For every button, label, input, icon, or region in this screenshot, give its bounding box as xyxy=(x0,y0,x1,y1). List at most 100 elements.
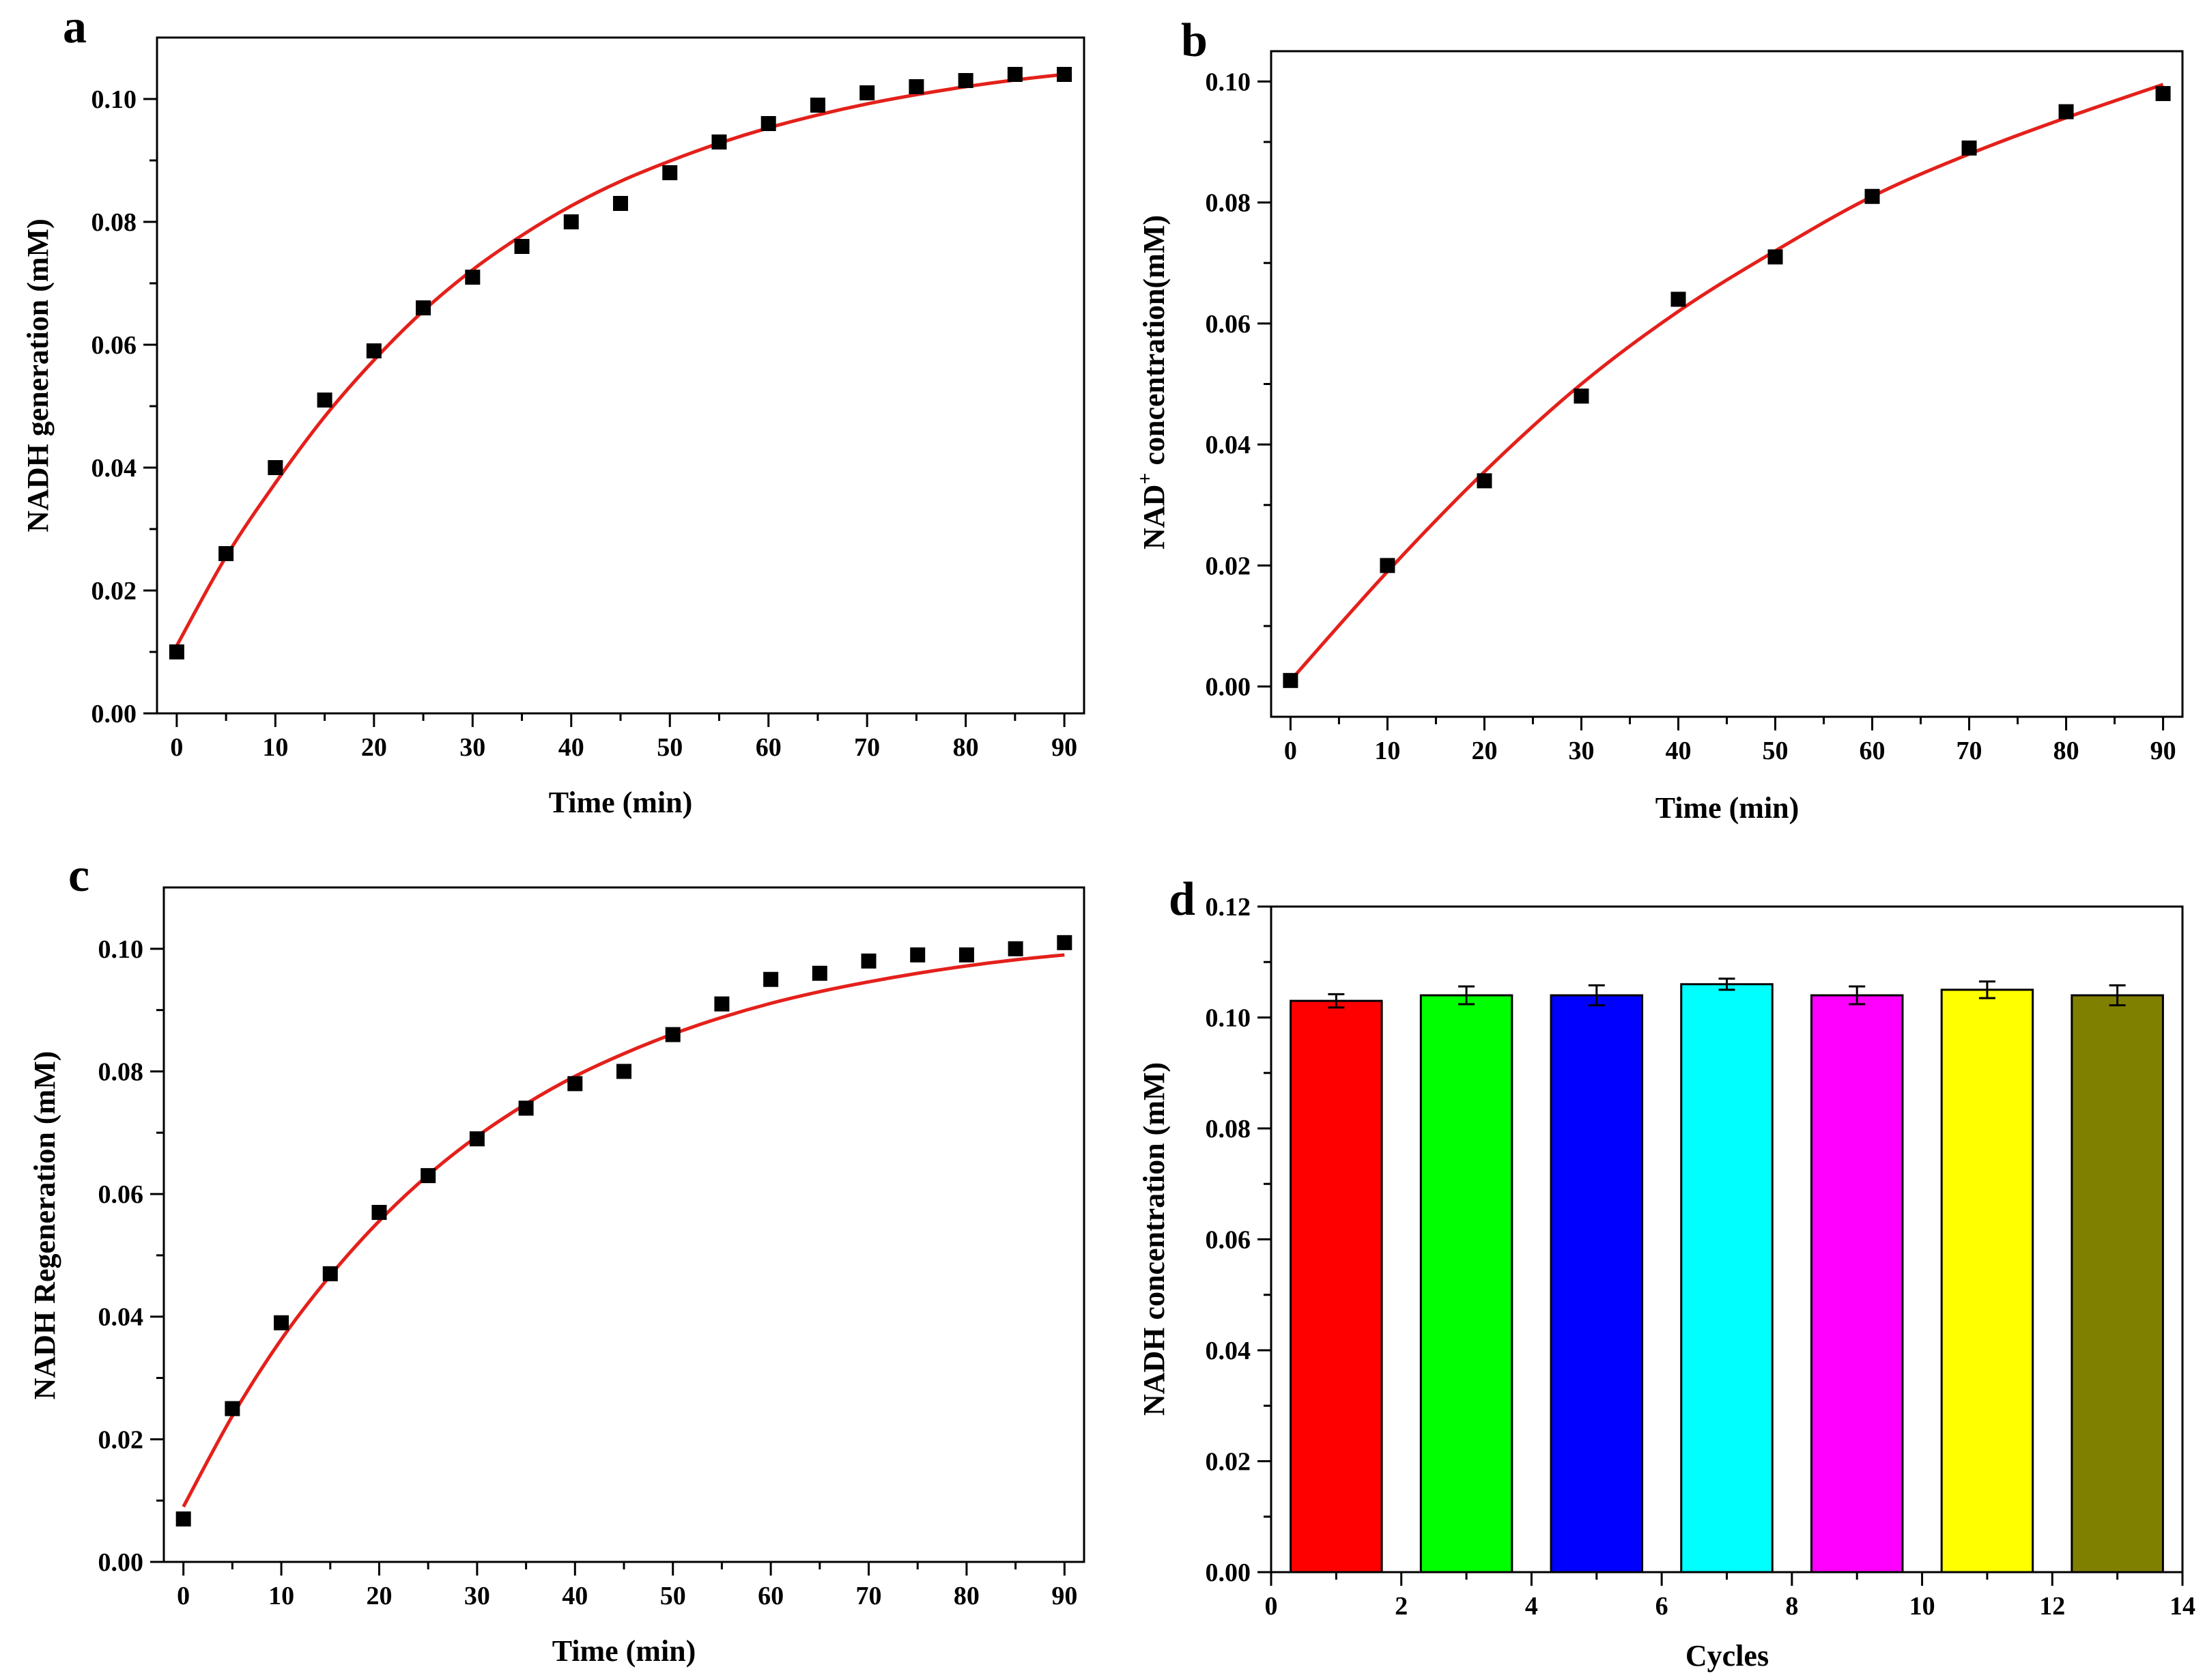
x-tick-label: 2 xyxy=(1395,1592,1408,1621)
x-tick-label: 40 xyxy=(558,733,584,762)
panel-c-ticks xyxy=(150,948,1066,1576)
panel-a: a 0 10 20 30 40 50 60 70 80 90 0.000.020.040.060.… xyxy=(21,1,1085,819)
panel-a-y-axis-title: NADH generation (mM) xyxy=(21,218,55,532)
x-tick-label: 10 xyxy=(1374,737,1400,765)
bar-cycle-5 xyxy=(1550,994,1644,1574)
x-tick-label: 40 xyxy=(562,1582,588,1610)
data-point-marker xyxy=(416,300,431,315)
x-tick-label: 30 xyxy=(1568,737,1594,765)
y-tick-label: 0.02 xyxy=(91,577,137,606)
data-point-marker xyxy=(1283,672,1298,688)
x-tick-label: 20 xyxy=(361,733,387,762)
x-tick-label: 12 xyxy=(2039,1592,2065,1621)
x-tick-label: 70 xyxy=(1957,737,1982,765)
panel-b-x-axis-title: Time (min) xyxy=(1655,791,1799,825)
data-point-marker xyxy=(1767,249,1783,265)
data-point-marker xyxy=(616,1064,631,1079)
panel-c-x-axis-title: Time (min) xyxy=(552,1634,696,1668)
panel-c-markers xyxy=(175,935,1072,1527)
y-tick-label: 0.04 xyxy=(1206,431,1251,459)
panel-d-y-tick-labels: 0.00 0.02 0.04 0.06 0.08 0.10 0.12 xyxy=(1206,893,1251,1587)
data-point-marker xyxy=(469,1131,485,1147)
y-tick-label: 0.08 xyxy=(1206,1115,1251,1143)
x-tick-label: 80 xyxy=(954,1582,980,1610)
panel-b-y-axis-title: NAD+ concentration(mM) xyxy=(1134,215,1171,550)
panel-b-letter: b xyxy=(1181,14,1208,67)
error-bar-cycle-5 xyxy=(1588,984,1605,1007)
data-point-marker xyxy=(322,1266,338,1281)
y-tick-label: 0.00 xyxy=(98,1548,144,1577)
data-point-marker xyxy=(317,393,332,408)
data-point-marker xyxy=(514,239,530,254)
data-point-marker xyxy=(371,1205,387,1221)
x-tick-label: 10 xyxy=(262,733,288,762)
x-tick-label: 0 xyxy=(1284,737,1297,765)
data-point-marker xyxy=(1574,388,1589,404)
data-point-marker xyxy=(366,343,382,358)
panel-b-y-axis-title-rest: concentration(mM) xyxy=(1137,215,1171,473)
panel-c-plot-frame xyxy=(162,886,1085,1563)
x-tick-label: 6 xyxy=(1655,1592,1668,1621)
error-bar-cycle-1 xyxy=(1328,993,1345,1009)
panel-b-plot-frame xyxy=(1270,50,2184,718)
data-point-marker xyxy=(2155,86,2171,102)
panel-d-bars xyxy=(1290,983,2164,1574)
panel-c: c 0 10 20 30 40 50 60 70 80 90 0.000.020.040.060.… xyxy=(28,849,1085,1668)
y-tick-label: 0.10 xyxy=(1206,68,1251,96)
x-tick-label: 80 xyxy=(2053,737,2079,765)
x-tick-label: 0 xyxy=(177,1582,190,1610)
error-bar-cycle-13 xyxy=(2109,984,2126,1007)
x-tick-label: 60 xyxy=(1860,737,1886,765)
data-point-marker xyxy=(958,73,973,88)
data-point-marker xyxy=(465,270,481,285)
data-point-marker xyxy=(763,971,779,987)
x-tick-label: 0 xyxy=(170,733,183,762)
data-point-marker xyxy=(175,1511,191,1527)
y-tick-label: 0.08 xyxy=(1206,189,1251,218)
y-tick-label: 0.02 xyxy=(1206,1448,1251,1477)
y-tick-label: 0.06 xyxy=(1206,1226,1251,1255)
panel-c-letter: c xyxy=(68,849,89,902)
data-point-marker xyxy=(1670,291,1686,307)
panel-d-y-axis-title: NADH concentration (mM) xyxy=(1137,1062,1171,1416)
y-tick-label: 0.10 xyxy=(1206,1004,1251,1033)
bar-cycle-9 xyxy=(1810,994,1904,1574)
x-tick-label: 20 xyxy=(1471,737,1497,765)
panel-d-ticks xyxy=(1257,905,2184,1586)
data-point-marker xyxy=(1057,67,1072,82)
y-tick-label: 0.10 xyxy=(91,85,137,114)
panel-a-markers xyxy=(169,67,1072,659)
panel-a-ticks xyxy=(143,98,1066,727)
panel-a-x-tick-labels: 0 10 20 30 40 50 60 70 80 90 xyxy=(170,733,1077,762)
x-tick-label: 80 xyxy=(953,733,979,762)
panel-b-y-axis-title-superscript: + xyxy=(1134,473,1156,485)
x-tick-label: 90 xyxy=(1051,733,1077,762)
data-point-marker xyxy=(274,1315,289,1330)
data-point-marker xyxy=(662,165,678,180)
data-point-marker xyxy=(909,79,924,94)
data-point-marker xyxy=(711,134,727,150)
panel-b-y-tick-labels: 0.00 0.02 0.04 0.06 0.08 0.10 xyxy=(1206,68,1251,701)
x-tick-label: 50 xyxy=(660,1582,686,1610)
panel-b-ticks xyxy=(1257,80,2165,730)
bar-cycle-13 xyxy=(2071,994,2164,1574)
x-tick-label: 90 xyxy=(1051,1582,1077,1610)
x-tick-label: 4 xyxy=(1525,1592,1538,1621)
x-tick-label: 50 xyxy=(1763,737,1789,765)
y-tick-label: 0.00 xyxy=(1206,673,1251,702)
x-tick-label: 50 xyxy=(657,733,683,762)
data-point-marker xyxy=(859,85,875,100)
x-tick-label: 10 xyxy=(1909,1592,1935,1621)
bar-cycle-11 xyxy=(1940,988,2034,1574)
x-tick-label: 20 xyxy=(366,1582,392,1610)
panel-b: b 0 10 20 30 40 50 60 70 80 90 0.000.020.040.060.… xyxy=(1134,14,2184,825)
data-point-marker xyxy=(714,996,730,1012)
panel-c-x-tick-labels: 0 10 20 30 40 50 60 70 80 90 xyxy=(177,1582,1077,1610)
y-tick-label: 0.02 xyxy=(98,1425,144,1454)
error-bar-cycle-3 xyxy=(1458,985,1475,1006)
y-tick-label: 0.04 xyxy=(1206,1337,1251,1365)
panel-c-y-tick-labels: 0.00 0.02 0.04 0.06 0.08 0.10 xyxy=(98,935,144,1577)
data-point-marker xyxy=(218,546,234,561)
panel-b-y-axis-title-main: NAD xyxy=(1137,485,1171,550)
